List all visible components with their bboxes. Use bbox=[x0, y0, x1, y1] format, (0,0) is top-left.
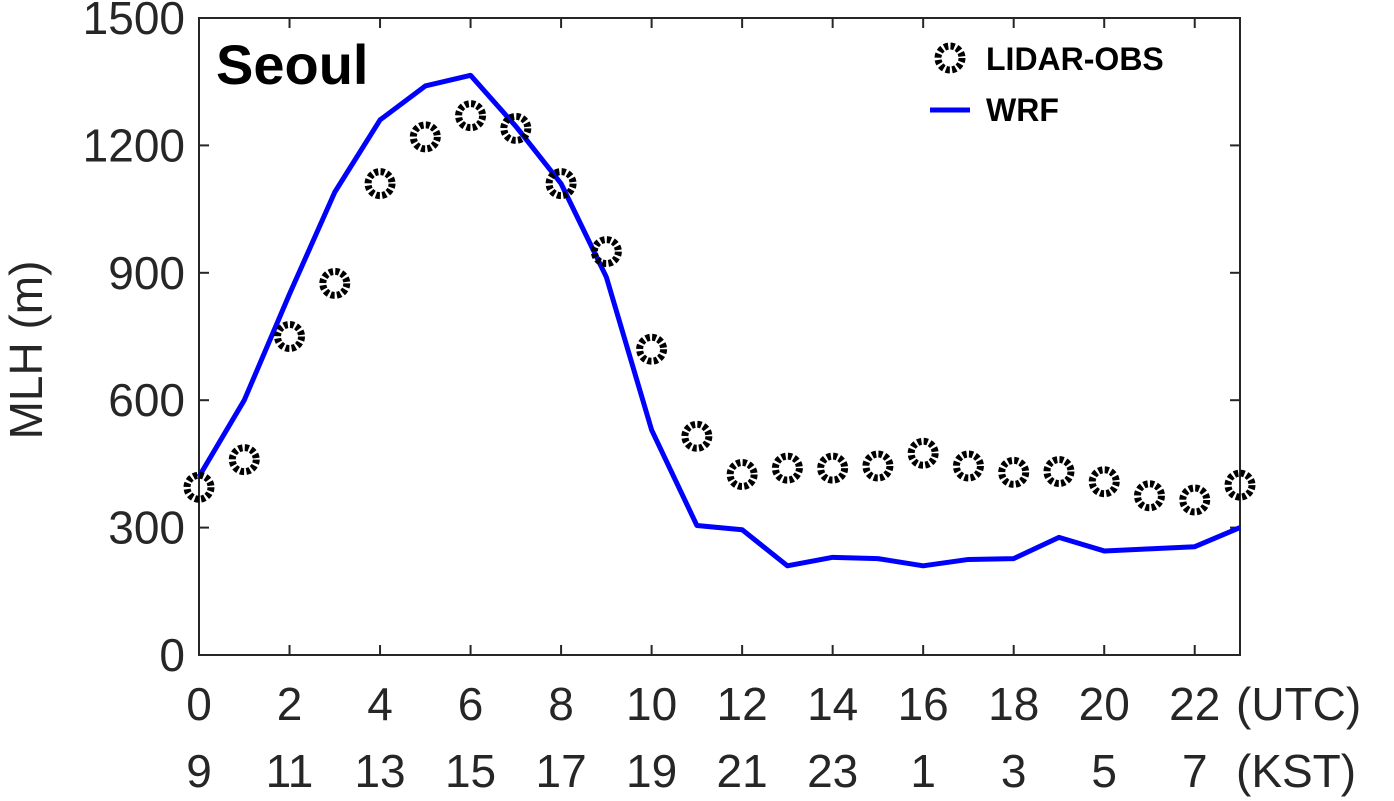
lidar-obs-point bbox=[1088, 466, 1120, 498]
lidar-obs-point bbox=[228, 444, 260, 476]
y-tick-label: 300 bbox=[108, 502, 185, 554]
x-tick-label-utc: 14 bbox=[807, 678, 858, 730]
lidar-obs-point bbox=[1133, 480, 1165, 512]
x-tick-label-kst: 21 bbox=[717, 745, 768, 797]
lidar-obs-point bbox=[409, 121, 441, 153]
x-unit-utc: (UTC) bbox=[1236, 678, 1361, 730]
lidar-obs-point bbox=[274, 321, 306, 352]
x-tick-label-kst: 23 bbox=[807, 745, 858, 797]
x-unit-kst: (KST) bbox=[1236, 745, 1356, 797]
lidar-obs-point bbox=[545, 168, 577, 200]
lidar-obs-point bbox=[636, 333, 668, 365]
lidar-obs-point bbox=[455, 100, 487, 132]
lidar-obs-point bbox=[319, 267, 351, 299]
x-tick-label-utc: 0 bbox=[186, 678, 212, 730]
y-tick-label: 1200 bbox=[83, 119, 185, 171]
x-tick-label-kst: 13 bbox=[354, 745, 405, 797]
legend-marker-lidar-obs bbox=[934, 42, 966, 74]
x-tick-label-utc: 12 bbox=[717, 678, 768, 730]
x-tick-label-kst: 9 bbox=[186, 745, 212, 797]
y-axis-title: MLH (m) bbox=[0, 261, 52, 440]
lidar-obs-point bbox=[500, 112, 532, 144]
chart-title: Seoul bbox=[216, 33, 368, 96]
x-tick-label-utc: 8 bbox=[548, 678, 574, 730]
x-tick-label-utc: 20 bbox=[1079, 678, 1130, 730]
x-tick-label-kst: 3 bbox=[1001, 745, 1027, 797]
x-tick-label-kst: 11 bbox=[266, 745, 314, 797]
series-layer bbox=[183, 72, 1256, 569]
x-tick-label-kst: 1 bbox=[910, 745, 936, 797]
y-tick-label: 900 bbox=[108, 247, 185, 299]
x-tick-label-kst: 5 bbox=[1091, 745, 1117, 797]
plot-frame bbox=[198, 17, 1241, 656]
lidar-obs-point bbox=[1179, 484, 1211, 516]
y-tick-label: 0 bbox=[159, 629, 185, 681]
lidar-obs-point bbox=[1224, 469, 1256, 501]
x-tick-label-kst: 15 bbox=[445, 745, 496, 797]
lidar-obs-point bbox=[1043, 456, 1075, 488]
y-tick-label: 1500 bbox=[83, 0, 185, 44]
lidar-obs-point bbox=[998, 456, 1030, 488]
x-tick-label-utc: 6 bbox=[458, 678, 484, 730]
y-tick-labels: 0 300 600 900 1200 1500 bbox=[83, 0, 185, 681]
lidar-obs-point bbox=[183, 471, 215, 503]
x-tick-label-utc: 2 bbox=[277, 678, 303, 730]
x-tick-label-utc: 22 bbox=[1169, 678, 1220, 730]
lidar-obs-point bbox=[817, 452, 849, 484]
x-tick-label-utc: 18 bbox=[988, 678, 1039, 730]
lidar-obs-point bbox=[862, 450, 894, 482]
legend-label-wrf: WRF bbox=[986, 92, 1059, 128]
x-tick-label-kst: 7 bbox=[1182, 745, 1208, 797]
wrf-line bbox=[196, 72, 1241, 569]
lidar-obs-point bbox=[952, 450, 984, 482]
x-tick-label-kst: 19 bbox=[626, 745, 677, 797]
lidar-obs-point bbox=[726, 459, 758, 491]
lidar-obs-point bbox=[590, 236, 622, 268]
legend-label-lidar-obs: LIDAR-OBS bbox=[986, 41, 1164, 77]
legend: LIDAR-OBS WRF bbox=[930, 41, 1164, 128]
lidar-obs-point bbox=[771, 452, 803, 484]
lidar-obs-point bbox=[681, 420, 713, 452]
x-tick-label-kst: 17 bbox=[536, 745, 587, 797]
x-tick-label-utc: 16 bbox=[898, 678, 949, 730]
x-tick-label-utc: 4 bbox=[367, 678, 393, 730]
plot-area bbox=[198, 17, 1241, 656]
tick-marks bbox=[198, 17, 1240, 656]
y-tick-label: 600 bbox=[108, 374, 185, 426]
lidar-obs-point bbox=[364, 168, 396, 200]
x-tick-label-utc: 10 bbox=[626, 678, 677, 730]
lidar-obs-point bbox=[907, 437, 939, 469]
